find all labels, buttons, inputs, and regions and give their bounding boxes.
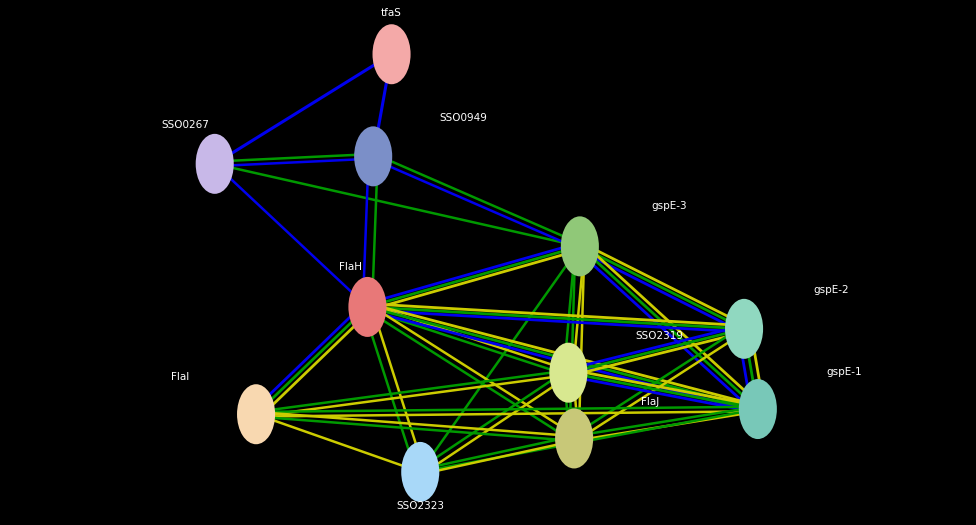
Text: FlaJ: FlaJ <box>640 397 659 407</box>
Ellipse shape <box>348 277 386 337</box>
Ellipse shape <box>549 343 588 403</box>
Text: FlaI: FlaI <box>171 373 189 383</box>
Text: gspE-1: gspE-1 <box>827 368 863 377</box>
Text: gspE-2: gspE-2 <box>813 286 848 296</box>
Text: SSO0949: SSO0949 <box>440 113 488 123</box>
Text: tfaS: tfaS <box>381 8 402 18</box>
Text: SSO0267: SSO0267 <box>161 120 209 130</box>
Ellipse shape <box>354 127 392 186</box>
Ellipse shape <box>561 216 599 276</box>
Text: SSO2319: SSO2319 <box>635 331 683 341</box>
Text: SSO2323: SSO2323 <box>396 501 444 511</box>
Ellipse shape <box>195 134 234 194</box>
Ellipse shape <box>237 384 275 444</box>
Ellipse shape <box>373 24 411 84</box>
Ellipse shape <box>555 408 593 468</box>
Ellipse shape <box>739 379 777 439</box>
Text: gspE-3: gspE-3 <box>651 201 687 211</box>
Ellipse shape <box>401 442 439 502</box>
Ellipse shape <box>725 299 763 359</box>
Text: FlaH: FlaH <box>339 262 362 272</box>
